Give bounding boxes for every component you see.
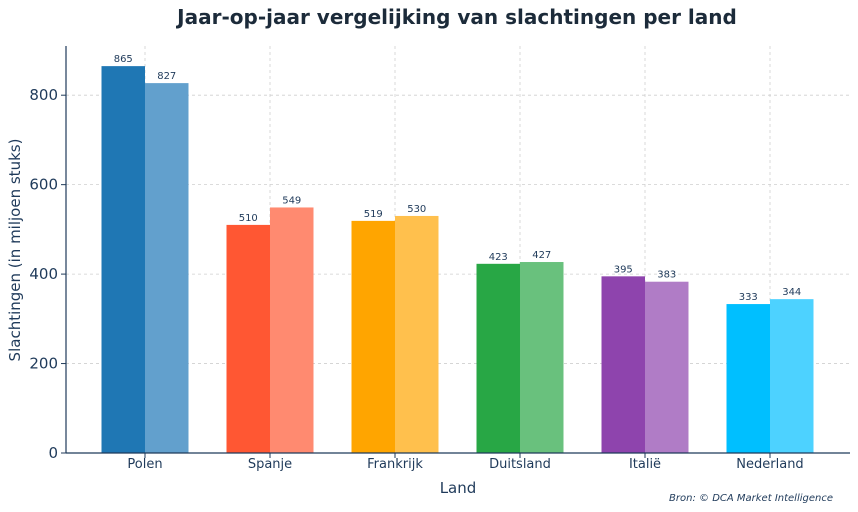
bar-polen-2 [145, 83, 189, 453]
bar-value-label: 344 [782, 287, 801, 298]
bar-frankrijk-2 [395, 215, 439, 453]
bar-italië-2 [645, 281, 689, 453]
x-axis-title: Land [440, 479, 477, 497]
bar-value-label: 395 [614, 264, 633, 275]
y-tick-label: 600 [29, 176, 58, 194]
y-axis-title: Slachtingen (in miljoen stuks) [6, 139, 24, 362]
axes-layer: 0 200 400 600 800 Polen Spanje Frankrijk Duitsla… [29, 46, 850, 472]
x-tick-label: Polen [127, 457, 162, 472]
bar-spanje-2 [270, 207, 314, 453]
bar-nederland-1 [726, 304, 770, 453]
y-tick-label: 200 [29, 355, 58, 373]
x-tick-label: Nederland [736, 457, 803, 472]
x-tick-label: Spanje [248, 457, 292, 472]
y-tick-label: 800 [29, 86, 58, 104]
x-tick-label: Italië [629, 457, 661, 472]
labels-layer: 865 510 519 423 395 333 827 549 530 427 383 344 [114, 54, 802, 303]
bar-duitsland-1 [476, 263, 520, 453]
bar-value-label: 827 [157, 71, 176, 82]
bar-value-label: 519 [364, 209, 383, 220]
bars-layer [101, 66, 814, 453]
x-tick-label: Duitsland [489, 457, 551, 472]
chart-title: Jaar-op-jaar vergelijking van slachtinge… [175, 5, 737, 29]
x-tick-label: Frankrijk [367, 457, 423, 472]
bar-italië-1 [601, 276, 645, 453]
bar-value-label: 423 [489, 252, 508, 263]
y-tick-label: 0 [48, 444, 58, 462]
source-note: Bron: © DCA Market Intelligence [669, 493, 833, 504]
bar-value-label: 427 [532, 250, 551, 261]
bar-polen-1 [101, 66, 145, 453]
bar-nederland-2 [770, 299, 814, 453]
bar-duitsland-2 [520, 262, 564, 453]
bar-value-label: 333 [739, 292, 758, 303]
bar-value-label: 510 [239, 213, 258, 224]
bar-value-label: 383 [657, 270, 676, 281]
bar-value-label: 865 [114, 54, 133, 65]
y-tick-label: 400 [29, 265, 58, 283]
bar-spanje-1 [226, 224, 270, 453]
bar-value-label: 530 [407, 204, 426, 215]
bar-frankrijk-1 [351, 220, 395, 453]
bar-value-label: 549 [282, 195, 301, 206]
